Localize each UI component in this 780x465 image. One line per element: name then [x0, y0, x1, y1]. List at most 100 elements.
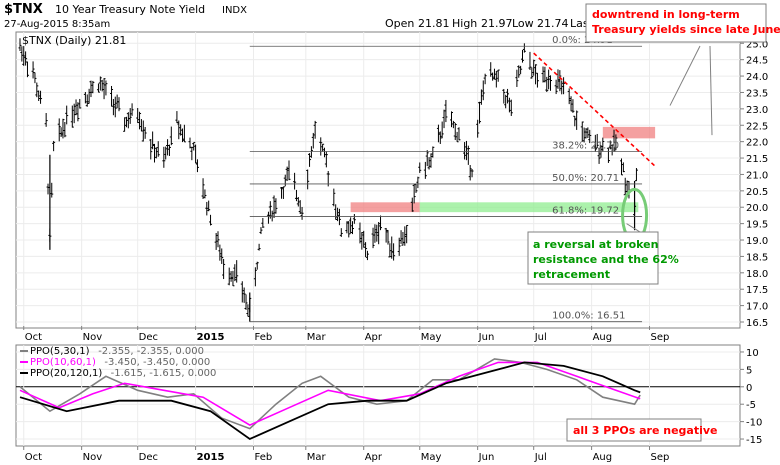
price-bar [87, 88, 91, 104]
price-bar [442, 109, 446, 129]
price-bar [233, 264, 237, 282]
month-label: Sep [651, 332, 670, 343]
price-bar [392, 243, 396, 261]
price-bar [169, 126, 173, 146]
price-bar [192, 141, 196, 151]
price-bar [272, 195, 276, 218]
month-label: Nov [83, 452, 103, 463]
price-bar [573, 115, 577, 127]
price-bar [195, 159, 199, 173]
price-bar [164, 146, 168, 160]
price-bar [167, 144, 171, 156]
price-bar [188, 137, 192, 149]
month-label: Apr [365, 332, 383, 343]
support-zone [419, 202, 639, 213]
price-bar [506, 88, 510, 104]
fibonacci-label: 100.0%: 16.51 [552, 311, 625, 322]
month-label: Mar [307, 332, 327, 343]
low-label: Low [512, 17, 534, 30]
fibonacci-label: 0.0%: 24.91 [552, 35, 613, 46]
price-bar [365, 250, 369, 261]
reversal-annotation-line-2: resistance and the 62% [533, 253, 679, 266]
price-bar [532, 59, 536, 76]
price-bar [83, 92, 87, 104]
price-ytick-label: 24.5 [746, 56, 768, 67]
price-bar [324, 151, 328, 168]
price-bar [166, 139, 170, 156]
price-bar [457, 127, 461, 141]
price-bar [571, 99, 575, 113]
price-bar [541, 66, 545, 83]
price-ytick-label: 21.0 [746, 170, 768, 181]
price-bar [625, 180, 629, 195]
price-bar [253, 267, 257, 287]
month-label: Feb [255, 332, 273, 343]
price-bar [534, 64, 538, 85]
month-label: May [421, 332, 442, 343]
price-bar [431, 146, 435, 158]
ppo-legend-entry: PPO(10,60,1) -3.450, -3.450, 0.000 [20, 357, 210, 368]
price-bar [507, 97, 511, 113]
price-bar [242, 287, 246, 303]
price-bar [332, 188, 336, 207]
price-bar [558, 70, 562, 92]
price-bar [57, 118, 61, 142]
ppo-ytick-label: -15 [746, 435, 762, 446]
price-bar [100, 79, 104, 92]
price-bar [468, 165, 472, 181]
price-bar [46, 183, 50, 195]
price-ytick-label: 19.0 [746, 236, 768, 247]
price-bar [124, 116, 128, 128]
price-bar [25, 61, 29, 78]
price-bar [39, 90, 43, 104]
price-bar [492, 68, 496, 80]
price-bar [562, 77, 566, 95]
price-bar [266, 211, 270, 224]
price-bar [257, 243, 261, 251]
price-bar [281, 186, 285, 199]
price-bar [470, 168, 474, 178]
ppo-ytick-label: 0 [746, 383, 752, 394]
price-bar [450, 111, 454, 128]
price-bar [621, 162, 625, 173]
open-value: 21.81 [418, 17, 450, 30]
ppo-legend-entry: PPO(20,120,1) -1.615, -1.615, 0.000 [20, 368, 216, 379]
downtrend-annotation-line-1: downtrend in long-term [592, 8, 740, 21]
price-ytick-label: 18.0 [746, 269, 768, 280]
price-bar [182, 124, 186, 143]
ppo-ytick-label: 10 [746, 348, 759, 359]
price-bar [554, 79, 558, 95]
price-bar [231, 270, 235, 287]
price-bar [610, 144, 614, 156]
price-bar [347, 221, 351, 238]
datetime: 27-Aug-2015 8:35am [4, 19, 110, 30]
ppo-note: all 3 PPOs are negative [573, 424, 718, 437]
price-bar [298, 200, 302, 214]
recent-resistance-zone [602, 126, 656, 139]
price-bar [296, 197, 300, 207]
month-label: 2015 [197, 332, 225, 343]
price-bar [52, 140, 56, 152]
ppo-note-box [566, 418, 702, 442]
price-bar [175, 111, 179, 124]
price-bar [50, 182, 54, 198]
price-bar [451, 120, 455, 129]
open-label: Open [385, 17, 414, 30]
price-bar [222, 258, 226, 280]
low-value: 21.74 [537, 17, 569, 30]
price-bar [244, 294, 248, 310]
price-bar [463, 142, 467, 160]
price-bar [35, 82, 39, 98]
price-bar [336, 207, 340, 222]
price-bar [427, 157, 431, 170]
price-bar [240, 281, 244, 303]
price-bar [138, 111, 142, 130]
reversal-annotation-line-1: a reversal at broken [533, 238, 658, 251]
price-bar [580, 121, 584, 142]
price-bar [608, 140, 612, 150]
price-bar [504, 94, 508, 109]
price-bar [593, 134, 597, 152]
price-bar [274, 198, 278, 214]
price-bar [397, 237, 401, 256]
